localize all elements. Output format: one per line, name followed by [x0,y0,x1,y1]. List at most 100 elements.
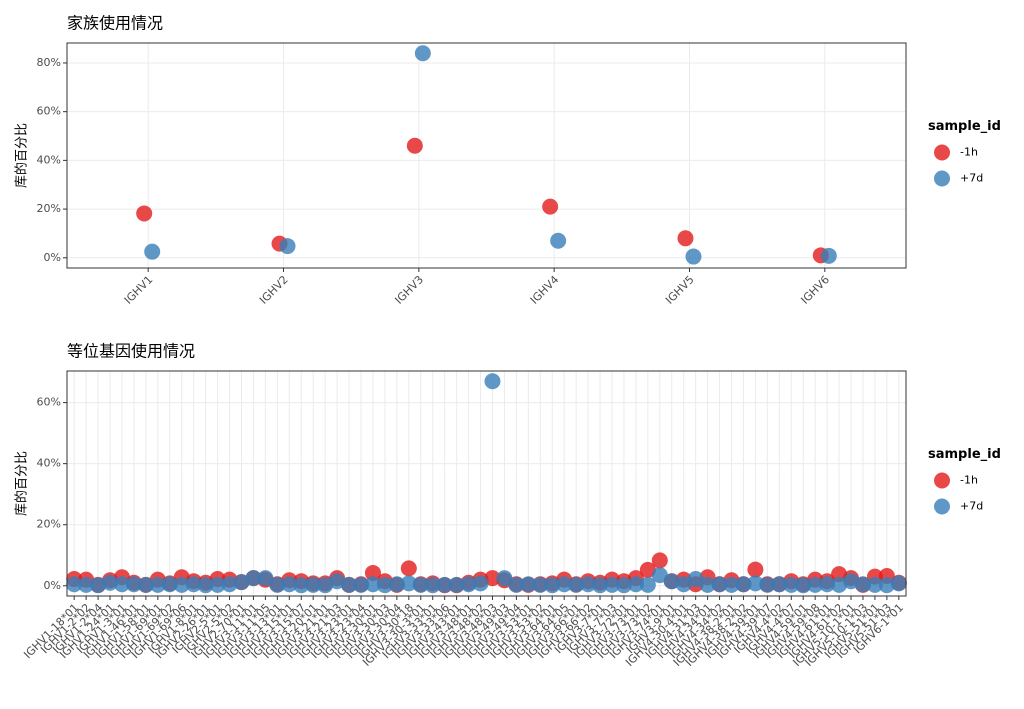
x-tick-label: IGHV2 [257,273,291,307]
point [388,576,405,593]
point [532,576,549,593]
point [353,576,370,593]
y-axis-label: 库的百分比 [14,451,30,516]
x-tick-label: IGHV1 [122,273,156,307]
x-tick-label: IGHV3 [392,273,426,307]
point [484,373,501,390]
point [209,576,226,593]
x-tick-label: IGHV5 [663,273,697,307]
y-tick-label: 60% [37,396,61,409]
point [592,577,609,594]
point [90,577,107,594]
point [759,576,776,593]
y-tick-label: 40% [37,457,61,470]
y-tick-label: 20% [37,518,61,531]
point [711,576,728,593]
legend-swatch [934,472,950,489]
point [414,45,431,62]
point [400,560,417,577]
point [484,570,501,587]
point [496,570,513,587]
point [747,575,764,592]
legend-title: sample_id [928,119,1001,134]
point [472,575,489,592]
y-tick-label: 0% [44,251,61,264]
point [197,577,214,594]
point [185,576,202,593]
point [639,576,656,593]
point [677,230,694,247]
point [747,561,764,578]
point [436,576,453,593]
point [685,248,702,265]
point [550,232,567,249]
y-axis-label: 库的百分比 [14,123,30,188]
panel-border [66,42,907,269]
point [651,567,668,584]
point [544,577,561,594]
point [113,576,130,593]
point [257,570,274,587]
y-tick-label: 80% [37,56,61,69]
point [771,576,788,593]
point [890,575,907,592]
point [615,577,632,594]
point [78,576,95,593]
point [651,552,668,569]
point [820,247,837,264]
point [723,576,740,593]
point [305,576,322,593]
point [807,576,824,593]
legend-label: -1h [960,146,978,159]
point [663,573,680,590]
y-tick-label: 0% [44,579,61,592]
point [66,576,83,593]
point [269,576,286,593]
chart-title: 等位基因使用情况 [67,342,195,361]
point [376,577,393,594]
y-tick-label: 20% [37,202,61,215]
point [341,576,358,593]
point [843,573,860,590]
point [542,198,559,215]
legend-swatch [934,144,950,161]
point [819,576,836,593]
point [735,576,752,593]
point [245,570,262,587]
point [866,576,883,593]
point [854,576,871,593]
point [627,576,644,593]
y-tick-label: 40% [37,153,61,166]
legend-title: sample_id [928,447,1001,462]
point [281,576,298,593]
x-tick-label: IGHV4 [528,273,562,307]
point [424,577,441,594]
point [161,576,178,593]
point [364,576,381,593]
point [508,576,525,593]
point [136,205,153,222]
point [639,561,656,578]
point [878,577,895,594]
point [460,576,477,593]
legend-label: +7d [960,500,983,513]
point [580,576,597,593]
point [412,576,429,593]
point [783,576,800,593]
legend-swatch [934,170,950,187]
legend-swatch [934,498,950,515]
point [173,576,190,593]
point [125,576,142,593]
point [144,243,161,260]
point [556,576,573,593]
point [102,574,119,591]
point [795,577,812,594]
point [364,564,381,581]
chart-title: 家族使用情况 [67,14,163,33]
point [448,576,465,593]
point [406,137,423,154]
point [568,576,585,593]
point [687,571,704,588]
point [603,576,620,593]
